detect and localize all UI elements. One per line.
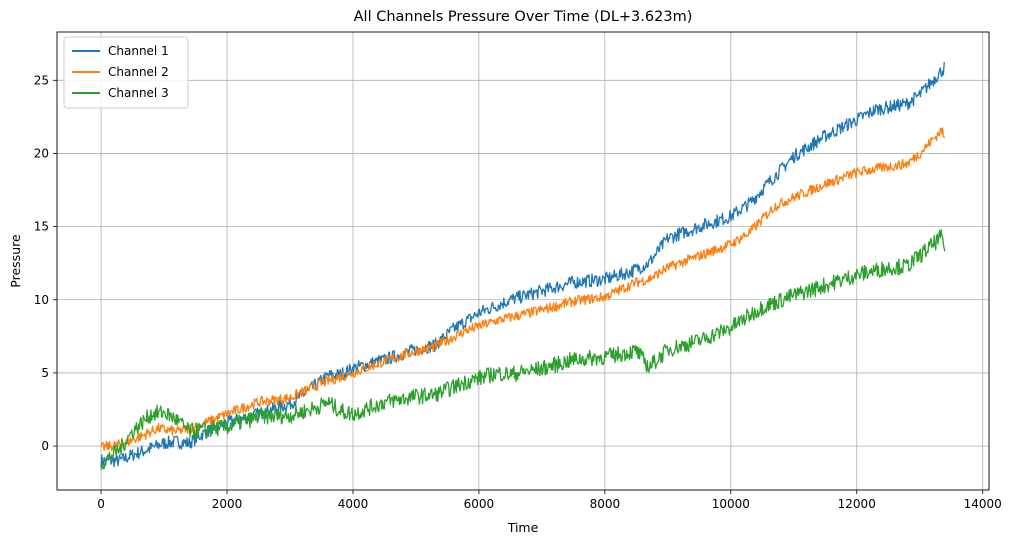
legend: Channel 1 Channel 2 Channel 3 [63, 36, 189, 109]
legend-label: Channel 2 [108, 65, 169, 79]
x-tick-label: 12000 [838, 497, 876, 511]
x-tick-label: 14000 [964, 497, 1002, 511]
y-tick-label: 0 [41, 439, 49, 453]
series-layer [100, 61, 946, 471]
x-tick-label: 2000 [212, 497, 243, 511]
series-line-channel-2 [100, 127, 946, 452]
legend-label: Channel 3 [108, 86, 169, 100]
y-tick-label: 10 [34, 293, 49, 307]
series-line-channel-3 [100, 228, 946, 471]
x-tick-label: 4000 [338, 497, 369, 511]
x-axis-label: Time [507, 520, 539, 535]
y-tick-label: 20 [34, 146, 49, 160]
y-tick-label: 25 [34, 73, 49, 87]
ticks: 0 2000 4000 6000 8000 10000 12000 14000 0 5 10 15 20… [34, 73, 1002, 511]
x-tick-label: 6000 [464, 497, 495, 511]
chart-title: All Channels Pressure Over Time (DL+3.62… [354, 9, 693, 25]
legend-label: Channel 1 [108, 44, 169, 58]
x-tick-label: 10000 [712, 497, 750, 511]
x-tick-label: 0 [97, 497, 105, 511]
legend-box [63, 36, 189, 109]
y-tick-label: 5 [41, 366, 49, 380]
plot-frame [56, 31, 990, 491]
x-tick-label: 8000 [590, 497, 621, 511]
y-tick-label: 15 [34, 220, 49, 234]
y-axis-label: Pressure [8, 234, 23, 288]
